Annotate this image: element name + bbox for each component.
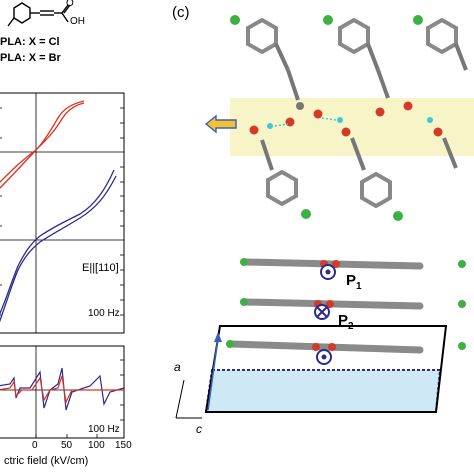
- formula-label-cl: PLA: X = Cl: [0, 36, 60, 48]
- stack-row-1: [240, 258, 466, 270]
- cross-in-circle-icon: [314, 304, 330, 320]
- x-tick-150: 150: [115, 440, 132, 451]
- molecule-top-3: [413, 15, 468, 71]
- lower-freq-label: 100 Hz: [88, 424, 120, 435]
- hydrogen-atoms: [267, 117, 433, 129]
- dot-in-circle-icon: [320, 264, 336, 280]
- unit-cell-frame: [204, 325, 448, 413]
- x-tick-50: 50: [61, 440, 73, 451]
- molecule-bottom-2: [341, 127, 403, 221]
- a-axis-arrow: [207, 337, 219, 411]
- coordinate-axes: [175, 379, 202, 419]
- molecule-top-1: [230, 15, 323, 127]
- axis-a-label: a: [174, 360, 181, 374]
- hydroxyl-label: OH: [70, 16, 85, 27]
- lower-plot-ticks: [35, 359, 124, 438]
- unit-cell-shaded: [204, 369, 442, 413]
- polarization-arrow-yellow: [204, 114, 237, 134]
- stack-row-3: [226, 340, 466, 354]
- p2-label: P2: [338, 312, 354, 332]
- p1-label: P1: [346, 272, 362, 292]
- molecule-bottom-1: [249, 125, 311, 219]
- upper-plot-right-ticks: [0, 107, 124, 316]
- red-hysteresis-loop: [0, 100, 85, 189]
- x-tick-100: 100: [88, 440, 105, 451]
- hydrogen-bond-band: [230, 98, 474, 156]
- field-direction-label: E||[110]: [82, 262, 119, 274]
- upper-plot-frame: [0, 92, 125, 334]
- formula-label-br: PLA: X = Br: [0, 52, 61, 64]
- x-axis-label: ctric field (kV/cm): [4, 455, 89, 467]
- molecule-bottom-3: [433, 127, 458, 169]
- lower-plot-frame: [0, 345, 125, 439]
- molecule-top-2: [323, 15, 413, 117]
- stack-row-2: [240, 298, 466, 310]
- dot-in-circle-icon: [316, 349, 332, 365]
- carbonyl-o-label: O: [66, 0, 74, 9]
- red-current-loop: [0, 375, 124, 404]
- panel-c-label: (c): [172, 4, 190, 21]
- x-tick-0: 0: [32, 440, 38, 451]
- blue-hysteresis-loop: [0, 169, 117, 323]
- molecule-sketch: [7, 2, 71, 27]
- upper-freq-label: 100 Hz: [88, 308, 120, 319]
- blue-current-loop: [0, 367, 125, 411]
- axis-c-label: c: [196, 422, 202, 436]
